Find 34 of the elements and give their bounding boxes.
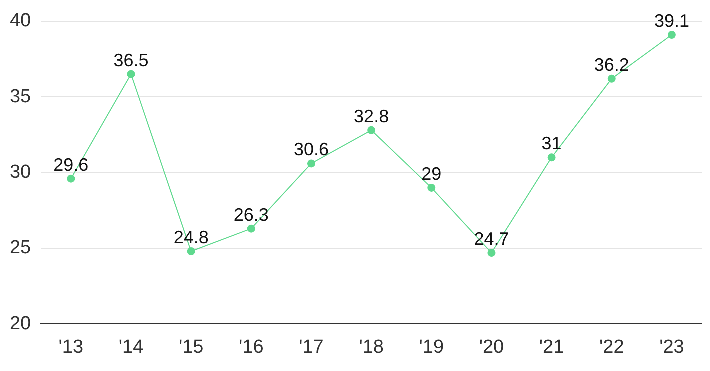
- point: [307, 160, 316, 168]
- point: [67, 174, 76, 183]
- point: [668, 31, 676, 40]
- data-label: 30.6: [294, 140, 330, 160]
- y-tick-label: 20: [10, 313, 32, 334]
- point: [548, 154, 556, 162]
- x-tick-label: '15: [178, 336, 204, 358]
- x-tick-label: '19: [419, 336, 444, 358]
- y-tick-label: 25: [10, 238, 32, 259]
- data-label: 32.8: [354, 106, 390, 126]
- point: [488, 249, 496, 258]
- data-label: 39.1: [654, 10, 690, 31]
- x-tick-label: '22: [600, 336, 624, 358]
- x-tick-label: '23: [660, 336, 684, 358]
- point: [127, 70, 136, 78]
- y-tick-label: 40: [10, 10, 32, 32]
- point: [247, 224, 256, 233]
- point: [428, 184, 436, 192]
- x-tick-label: '16: [239, 336, 264, 358]
- data-label: 36.2: [594, 54, 630, 75]
- x-tick-label: '13: [58, 336, 84, 358]
- point: [368, 126, 376, 134]
- data-label: 31: [542, 134, 562, 154]
- data-label: 29: [422, 164, 442, 184]
- data-label: 36.5: [114, 50, 149, 70]
- x-tick-label: '21: [539, 336, 564, 358]
- point: [608, 74, 616, 83]
- x-tick-label: '18: [359, 336, 384, 358]
- x-tick-label: '17: [299, 336, 324, 358]
- y-tick-label: 30: [10, 162, 32, 184]
- point: [187, 248, 196, 256]
- x-tick-label: '14: [118, 336, 144, 358]
- y-tick-label: 35: [10, 86, 32, 108]
- x-tick-label: '20: [479, 336, 504, 358]
